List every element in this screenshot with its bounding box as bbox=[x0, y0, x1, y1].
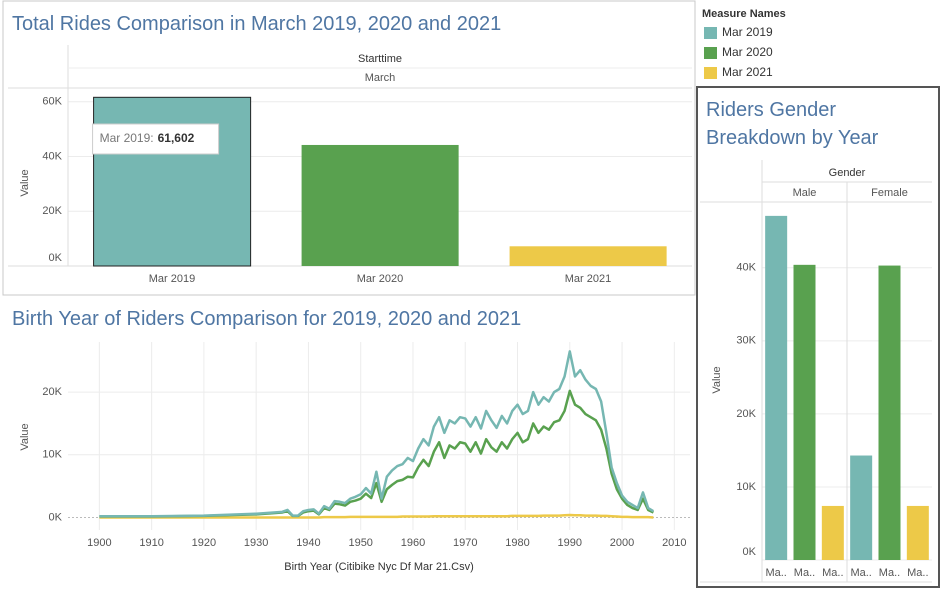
bar bbox=[821, 505, 844, 560]
x-axis-label: Birth Year (Citibike Nyc Df Mar 21.Csv) bbox=[284, 561, 474, 573]
x-tick-label: Ma.. bbox=[850, 567, 871, 579]
panel-border bbox=[696, 86, 940, 588]
y-tick-label: 30K bbox=[736, 335, 756, 347]
x-tick-label: Ma.. bbox=[765, 567, 786, 579]
legend-swatch bbox=[704, 47, 717, 59]
x-tick-label: 1980 bbox=[505, 537, 529, 549]
x-tick-label: Mar 2019 bbox=[149, 273, 195, 285]
x-tick-label: 1900 bbox=[87, 537, 111, 549]
chart-title: Birth Year of Riders Comparison for 2019… bbox=[12, 308, 521, 330]
x-tick-label: 1970 bbox=[453, 537, 477, 549]
tooltip bbox=[92, 123, 220, 155]
y-tick-label: 20K bbox=[42, 205, 62, 217]
y-tick-label: 10K bbox=[42, 449, 62, 461]
x-tick-label: 2000 bbox=[610, 537, 634, 549]
chart-title: Total Rides Comparison in March 2019, 20… bbox=[12, 13, 501, 35]
bar bbox=[793, 264, 816, 560]
y-tick-label: 60K bbox=[42, 96, 62, 108]
panel-border bbox=[2, 0, 696, 296]
bar bbox=[301, 144, 459, 266]
bar bbox=[765, 215, 788, 560]
x-tick-label: Mar 2021 bbox=[565, 273, 611, 285]
x-tick-label: 1930 bbox=[244, 537, 268, 549]
x-tick-label: 1910 bbox=[139, 537, 163, 549]
bar bbox=[93, 96, 252, 267]
legend-title: Measure Names bbox=[702, 8, 786, 20]
y-tick-label: 20K bbox=[42, 386, 62, 398]
legend-swatch bbox=[704, 67, 717, 79]
legend-label: Mar 2019 bbox=[722, 25, 773, 39]
y-tick-label: 0K bbox=[49, 511, 63, 523]
bar bbox=[906, 505, 929, 560]
x-subheader: March bbox=[365, 72, 396, 84]
x-tick-label: Ma.. bbox=[879, 567, 900, 579]
x-tick-label: 2010 bbox=[662, 537, 686, 549]
bar bbox=[509, 246, 667, 266]
tooltip-value: 61,602 bbox=[158, 131, 195, 145]
x-tick-label: Ma.. bbox=[907, 567, 928, 579]
facet-label: Female bbox=[871, 187, 908, 199]
x-tick-label: Ma.. bbox=[794, 567, 815, 579]
x-tick-label: Mar 2020 bbox=[357, 273, 403, 285]
line-series bbox=[99, 350, 655, 518]
line-series bbox=[99, 513, 654, 519]
x-tick-label: Ma.. bbox=[822, 567, 843, 579]
y-tick-label: 20K bbox=[736, 408, 756, 420]
facet-label: Male bbox=[793, 187, 817, 199]
x-tick-label: 1990 bbox=[558, 537, 582, 549]
chart-title: Riders Gender Breakdown by Year bbox=[706, 99, 879, 149]
x-tick-label: 1940 bbox=[296, 537, 320, 549]
x-tick-label: 1950 bbox=[348, 537, 372, 549]
bar bbox=[878, 265, 901, 560]
y-axis-label: Value bbox=[19, 423, 31, 450]
y-tick-label: 10K bbox=[736, 481, 756, 493]
y-tick-label: 40K bbox=[42, 150, 62, 162]
x-header: Starttime bbox=[358, 53, 402, 65]
x-tick-label: 1960 bbox=[401, 537, 425, 549]
legend-label: Mar 2020 bbox=[722, 45, 773, 59]
tooltip-label: Mar 2019: bbox=[100, 131, 154, 145]
tooltip-text: Mar 2019: 61,602 bbox=[100, 131, 195, 145]
legend-swatch bbox=[704, 27, 717, 39]
y-axis-label: Value bbox=[19, 169, 31, 196]
legend-label: Mar 2021 bbox=[722, 65, 773, 79]
y-tick-label: 0K bbox=[743, 546, 757, 558]
y-tick-label: 40K bbox=[736, 262, 756, 274]
y-tick-label: 0K bbox=[49, 252, 63, 264]
bar bbox=[850, 455, 873, 560]
x-header: Gender bbox=[829, 167, 866, 179]
x-tick-label: 1920 bbox=[192, 537, 216, 549]
line-series bbox=[99, 389, 654, 518]
y-axis-label: Value bbox=[711, 366, 723, 393]
